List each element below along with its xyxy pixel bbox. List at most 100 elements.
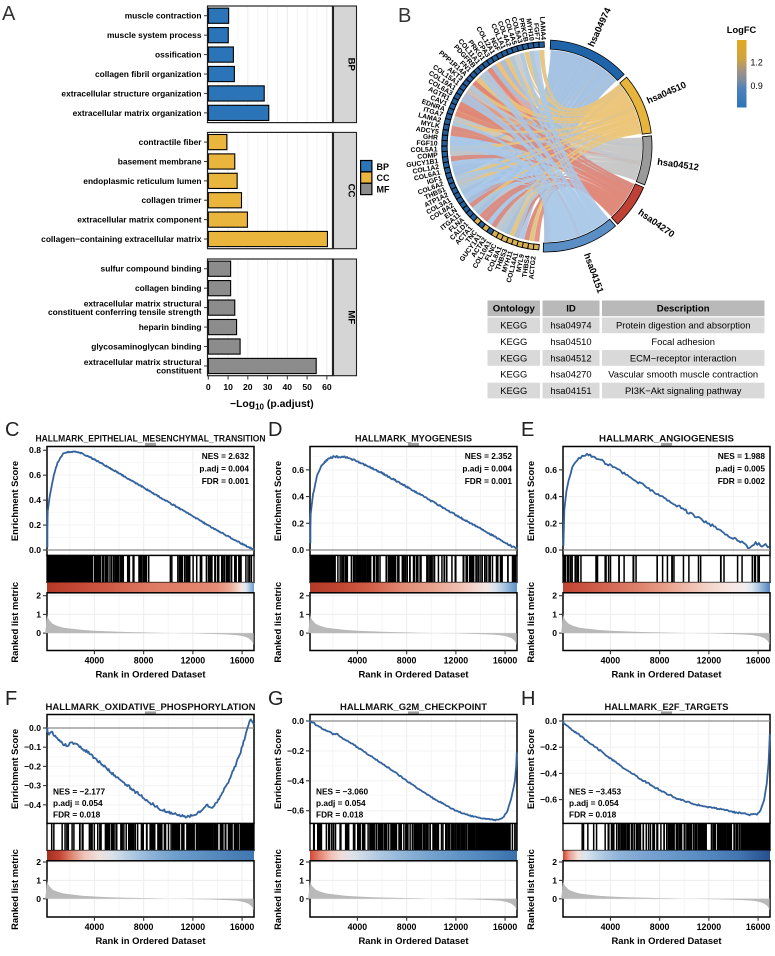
svg-text:THBS4: THBS4 [522,255,532,278]
svg-text:0.0: 0.0 [29,545,41,555]
svg-text:−0.6: −0.6 [287,806,304,816]
svg-text:0.2: 0.2 [292,518,304,528]
svg-text:12000: 12000 [697,922,722,932]
svg-text:4000: 4000 [348,656,368,666]
svg-text:−0.3: −0.3 [24,781,41,791]
svg-text:collagen trimer: collagen trimer [141,195,202,205]
svg-text:collagen binding: collagen binding [135,283,202,293]
svg-text:ADCY5: ADCY5 [415,126,439,136]
svg-text:FDR = 0.018: FDR = 0.018 [569,810,617,820]
svg-text:12000: 12000 [181,922,206,932]
svg-text:8000: 8000 [134,922,154,932]
svg-text:8000: 8000 [397,656,417,666]
svg-text:Vascular smooth muscle contrac: Vascular smooth muscle contraction [608,369,758,380]
svg-text:16000: 16000 [230,922,255,932]
svg-text:ECM−receptor interaction: ECM−receptor interaction [630,352,737,363]
svg-text:40: 40 [283,382,293,392]
svg-text:p.adj = 0.054: p.adj = 0.054 [53,798,103,808]
svg-text:8000: 8000 [134,656,154,666]
svg-text:−0.4: −0.4 [540,768,557,778]
svg-text:Enrichment Score: Enrichment Score [9,461,20,541]
svg-text:20: 20 [243,382,253,392]
svg-text:1: 1 [552,875,557,885]
svg-text:ACTG2: ACTG2 [528,256,537,280]
svg-text:0.0: 0.0 [545,716,557,726]
svg-text:4000: 4000 [601,922,621,932]
svg-text:Ranked list metric: Ranked list metric [272,849,283,930]
svg-text:heparin binding: heparin binding [139,322,202,332]
svg-text:GHR: GHR [423,134,439,142]
svg-text:D: D [268,419,282,441]
svg-text:FDR = 0.018: FDR = 0.018 [53,810,101,820]
svg-text:16000: 16000 [493,656,518,666]
svg-text:MF: MF [345,310,356,324]
svg-text:constituent conferring tensile: constituent conferring tensile strength [48,307,202,317]
svg-text:Ranked list metric: Ranked list metric [525,849,536,930]
svg-text:HALLMARK_E2F_TARGETS: HALLMARK_E2F_TARGETS [605,702,729,713]
svg-text:16000: 16000 [493,922,518,932]
svg-text:12000: 12000 [181,656,206,666]
svg-text:Enrichment Score: Enrichment Score [525,729,536,809]
svg-text:extracellular matrix component: extracellular matrix component [77,215,201,225]
svg-text:Ranked list metric: Ranked list metric [272,582,283,663]
svg-text:30: 30 [263,382,273,392]
svg-text:ossification: ossification [155,50,202,60]
svg-text:FGF7: FGF7 [532,23,541,41]
svg-text:0.4: 0.4 [29,495,41,505]
svg-text:16000: 16000 [746,922,771,932]
svg-text:COMP: COMP [417,152,438,161]
svg-text:0.9: 0.9 [751,81,763,91]
svg-text:p.adj = 0.005: p.adj = 0.005 [715,464,765,474]
svg-text:0.0: 0.0 [545,545,557,555]
svg-text:HALLMARK_MYOGENESIS: HALLMARK_MYOGENESIS [355,434,472,445]
svg-text:0.6: 0.6 [292,465,304,475]
svg-text:0.2: 0.2 [29,520,41,530]
svg-text:FGF10: FGF10 [416,140,438,148]
svg-text:E: E [521,419,534,441]
svg-text:PRKCB: PRKCB [517,18,529,43]
svg-text:hsa04151: hsa04151 [550,385,591,396]
svg-text:Enrichment Score: Enrichment Score [525,461,536,541]
svg-text:0.0: 0.0 [292,716,304,726]
svg-text:ID: ID [566,304,576,315]
svg-text:0: 0 [552,894,557,904]
svg-text:collagen−containing extracellu: collagen−containing extracellular matrix [41,234,202,244]
svg-text:1: 1 [552,609,557,619]
svg-text:hsa04510: hsa04510 [550,336,591,347]
svg-text:glycosaminoglycan binding: glycosaminoglycan binding [91,342,201,352]
svg-text:KEGG: KEGG [500,320,527,331]
svg-text:−0.6: −0.6 [540,795,557,805]
svg-text:NES = 1.988: NES = 1.988 [718,451,766,461]
svg-text:MYLK: MYLK [420,120,440,130]
svg-text:COL1A2: COL1A2 [412,164,440,176]
svg-text:LAMA4: LAMA4 [538,16,546,40]
svg-text:0: 0 [206,382,211,392]
svg-text:NES = 2.632: NES = 2.632 [202,451,250,461]
svg-text:p.adj = 0.004: p.adj = 0.004 [462,464,512,474]
svg-text:Rank in Ordered Dataset: Rank in Ordered Dataset [359,670,470,681]
svg-text:1: 1 [36,875,41,885]
svg-text:sulfur compound binding: sulfur compound binding [101,264,202,274]
svg-text:extracellular structure organi: extracellular structure organization [61,89,201,99]
svg-text:Ranked list metric: Ranked list metric [9,582,20,663]
svg-text:8000: 8000 [650,922,670,932]
svg-text:2: 2 [552,857,557,867]
svg-text:extracellular matrix structura: extracellular matrix structural [84,357,202,367]
svg-text:FDR = 0.001: FDR = 0.001 [202,476,250,486]
svg-text:2: 2 [36,857,41,867]
svg-text:IGF1: IGF1 [426,175,443,186]
svg-text:p.adj = 0.054: p.adj = 0.054 [316,798,366,808]
svg-text:50: 50 [302,382,312,392]
svg-text:extracellular matrix structura: extracellular matrix structural [84,298,202,308]
svg-text:−0.2: −0.2 [287,746,304,756]
svg-text:CC: CC [377,173,390,183]
svg-text:−Log10 (p.adjust): −Log10 (p.adjust) [230,399,314,412]
svg-text:2: 2 [299,857,304,867]
svg-text:F: F [5,688,17,710]
svg-text:A: A [2,3,16,25]
svg-text:16000: 16000 [230,656,255,666]
svg-text:16000: 16000 [746,656,771,666]
svg-text:4000: 4000 [85,922,105,932]
svg-text:muscle system process: muscle system process [107,30,202,40]
svg-text:0.2: 0.2 [545,518,557,528]
